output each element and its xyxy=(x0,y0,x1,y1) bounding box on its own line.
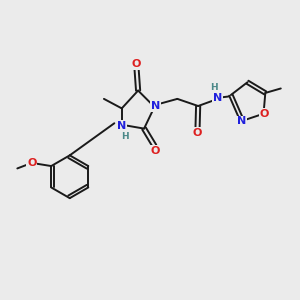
Text: N: N xyxy=(237,116,246,127)
Text: H: H xyxy=(210,83,218,92)
Text: N: N xyxy=(151,101,160,111)
Text: N: N xyxy=(212,93,222,103)
Text: O: O xyxy=(260,109,269,119)
Text: H: H xyxy=(122,131,129,140)
Text: O: O xyxy=(27,158,37,168)
Text: O: O xyxy=(193,128,202,138)
Text: O: O xyxy=(151,146,160,156)
Text: N: N xyxy=(116,121,126,131)
Text: O: O xyxy=(132,59,141,69)
